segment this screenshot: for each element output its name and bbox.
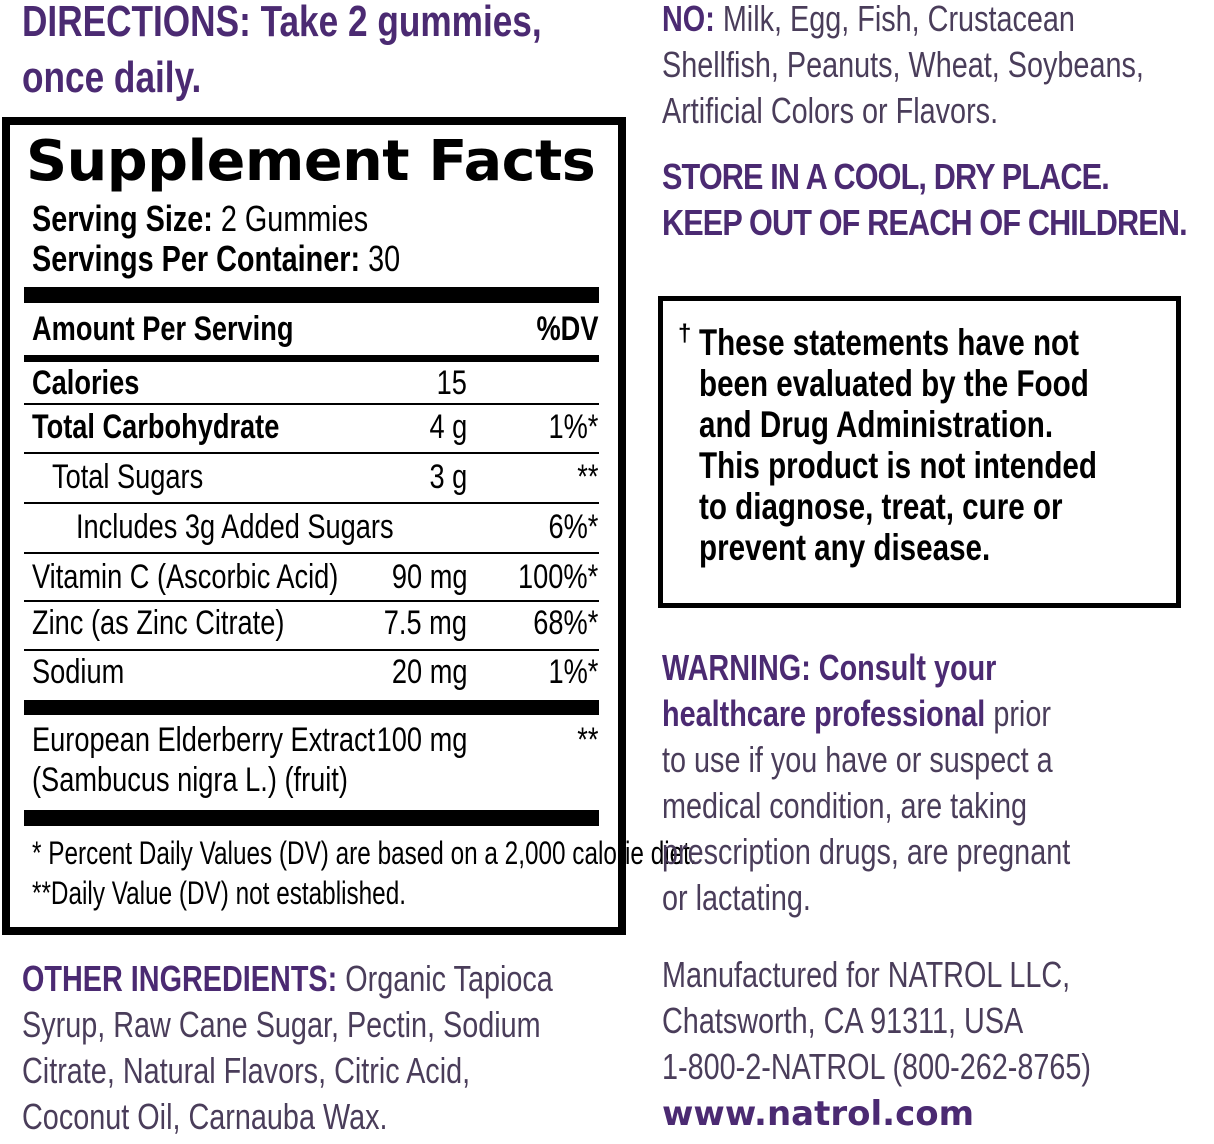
nutrient-amount: 3 g xyxy=(429,458,467,496)
nutrient-dv: 68%* xyxy=(532,604,598,642)
storage: STORE IN A COOL, DRY PLACE. KEEP OUT OF … xyxy=(662,154,1214,246)
no-line: Shellfish, Peanuts, Wheat, Soybeans, xyxy=(662,44,1144,85)
dagger: † xyxy=(678,320,692,347)
divider xyxy=(24,810,599,826)
divider xyxy=(24,700,599,715)
warning-line: medical condition, are taking xyxy=(662,785,1028,826)
nutrient-name-2: (Sambucus nigra L.) (fruit) xyxy=(32,761,348,799)
disclaimer-line: This product is not intended xyxy=(699,445,1097,486)
nutrient-dv: ** xyxy=(576,458,598,496)
nutrient-amount: 100 mg xyxy=(376,721,467,759)
directions-label: DIRECTIONS: xyxy=(22,0,251,46)
nutrient-name: Vitamin C (Ascorbic Acid) xyxy=(32,558,339,596)
facts-title: Supplement Facts xyxy=(26,129,596,194)
fda-disclaimer: These statements have not been evaluated… xyxy=(699,322,1196,568)
amount-header-label: Amount Per Serving xyxy=(32,310,294,348)
footnote-not-established: **Daily Value (DV) not established. xyxy=(32,875,406,911)
warning-line: to use if you have or suspect a xyxy=(662,739,1053,780)
divider-thick xyxy=(24,287,599,303)
no-line: Milk, Egg, Fish, Crustacean xyxy=(722,0,1075,39)
storage-line: KEEP OUT OF REACH OF CHILDREN. xyxy=(662,202,1188,243)
warning: WARNING: Consult your healthcare profess… xyxy=(662,645,1172,921)
nutrient-amount: 4 g xyxy=(429,408,467,446)
directions: DIRECTIONS: Take 2 gummies, once daily. xyxy=(22,0,672,106)
nutrient-dv: 1%* xyxy=(548,408,598,446)
disclaimer-line: and Drug Administration. xyxy=(699,404,1054,445)
no-label: NO: xyxy=(662,0,715,39)
nutrient-name: Total Carbohydrate xyxy=(32,408,280,446)
nutrient-amount: 7.5 mg xyxy=(383,604,467,642)
serving-size: Serving Size: 2 Gummies xyxy=(32,198,452,240)
divider xyxy=(24,403,599,405)
manufacturer-line: Manufactured for NATROL LLC, xyxy=(662,954,1071,995)
manufacturer-line: 1-800-2-NATROL (800-262-8765) xyxy=(662,1046,1092,1087)
manufacturer-line: Chatsworth, CA 91311, USA xyxy=(662,1000,1024,1041)
ingredients-line: Coconut Oil, Carnauba Wax. xyxy=(22,1096,388,1137)
servings-label: Servings Per Container: xyxy=(32,238,361,279)
nutrient-dv: 100%* xyxy=(517,558,598,596)
nutrient-amount: 20 mg xyxy=(391,653,467,691)
nutrient-name: Total Sugars xyxy=(52,458,204,496)
nutrient-name: Includes 3g Added Sugars xyxy=(76,508,394,546)
divider xyxy=(24,552,599,554)
website-link[interactable]: www.natrol.com xyxy=(662,1094,975,1134)
nutrient-name: European Elderberry Extract xyxy=(32,721,376,759)
manufacturer: Manufactured for NATROL LLC, Chatsworth,… xyxy=(662,952,1198,1137)
directions-text: Take 2 gummies, xyxy=(260,0,542,46)
no-line: Artificial Colors or Flavors. xyxy=(662,90,999,131)
disclaimer-line: to diagnose, treat, cure or xyxy=(699,486,1063,527)
footnote-dv: * Percent Daily Values (DV) are based on… xyxy=(32,835,697,871)
divider xyxy=(24,452,599,454)
storage-line: STORE IN A COOL, DRY PLACE. xyxy=(662,156,1110,197)
dv-header: %DV xyxy=(536,310,598,348)
warning-line: or lactating. xyxy=(662,877,811,918)
ingredients-line: Citrate, Natural Flavors, Citric Acid, xyxy=(22,1050,471,1091)
nutrient-dv: 1%* xyxy=(548,653,598,691)
allergen-free: NO: Milk, Egg, Fish, Crustacean Shellfis… xyxy=(662,0,1214,134)
divider xyxy=(24,600,599,602)
disclaimer-line: prevent any disease. xyxy=(699,527,991,568)
serving-size-value: 2 Gummies xyxy=(220,198,369,239)
nutrient-dv: ** xyxy=(576,721,598,759)
other-ingredients-label: OTHER INGREDIENTS: xyxy=(22,958,338,999)
supplement-facts-panel xyxy=(2,117,626,935)
servings-value: 30 xyxy=(368,238,401,279)
warning-label-2: healthcare professional xyxy=(662,693,986,734)
nutrient-dv: 6%* xyxy=(548,508,598,546)
warning-label: WARNING: Consult your xyxy=(662,647,997,688)
disclaimer-line: These statements have not xyxy=(699,322,1079,363)
nutrient-name: Sodium xyxy=(32,653,125,691)
warning-line: prescription drugs, are pregnant xyxy=(662,831,1071,872)
nutrient-amount: 15 xyxy=(436,364,467,402)
fda-disclaimer-box xyxy=(658,296,1181,608)
serving-size-label: Serving Size: xyxy=(32,198,213,239)
nutrient-name: Zinc (as Zinc Citrate) xyxy=(32,604,285,642)
ingredients-line: Syrup, Raw Cane Sugar, Pectin, Sodium xyxy=(22,1004,541,1045)
nutrient-amount: 90 mg xyxy=(391,558,467,596)
ingredients-line: Organic Tapioca xyxy=(345,958,553,999)
divider xyxy=(24,649,599,651)
divider xyxy=(24,502,599,504)
servings-per-container: Servings Per Container: 30 xyxy=(32,238,492,280)
nutrient-name: Calories xyxy=(32,364,140,402)
directions-text-2: once daily. xyxy=(22,53,202,102)
divider-medium xyxy=(24,355,599,362)
disclaimer-line: been evaluated by the Food xyxy=(699,363,1089,404)
other-ingredients: OTHER INGREDIENTS: Organic Tapioca Syrup… xyxy=(22,956,686,1140)
warning-text: prior xyxy=(993,693,1051,734)
